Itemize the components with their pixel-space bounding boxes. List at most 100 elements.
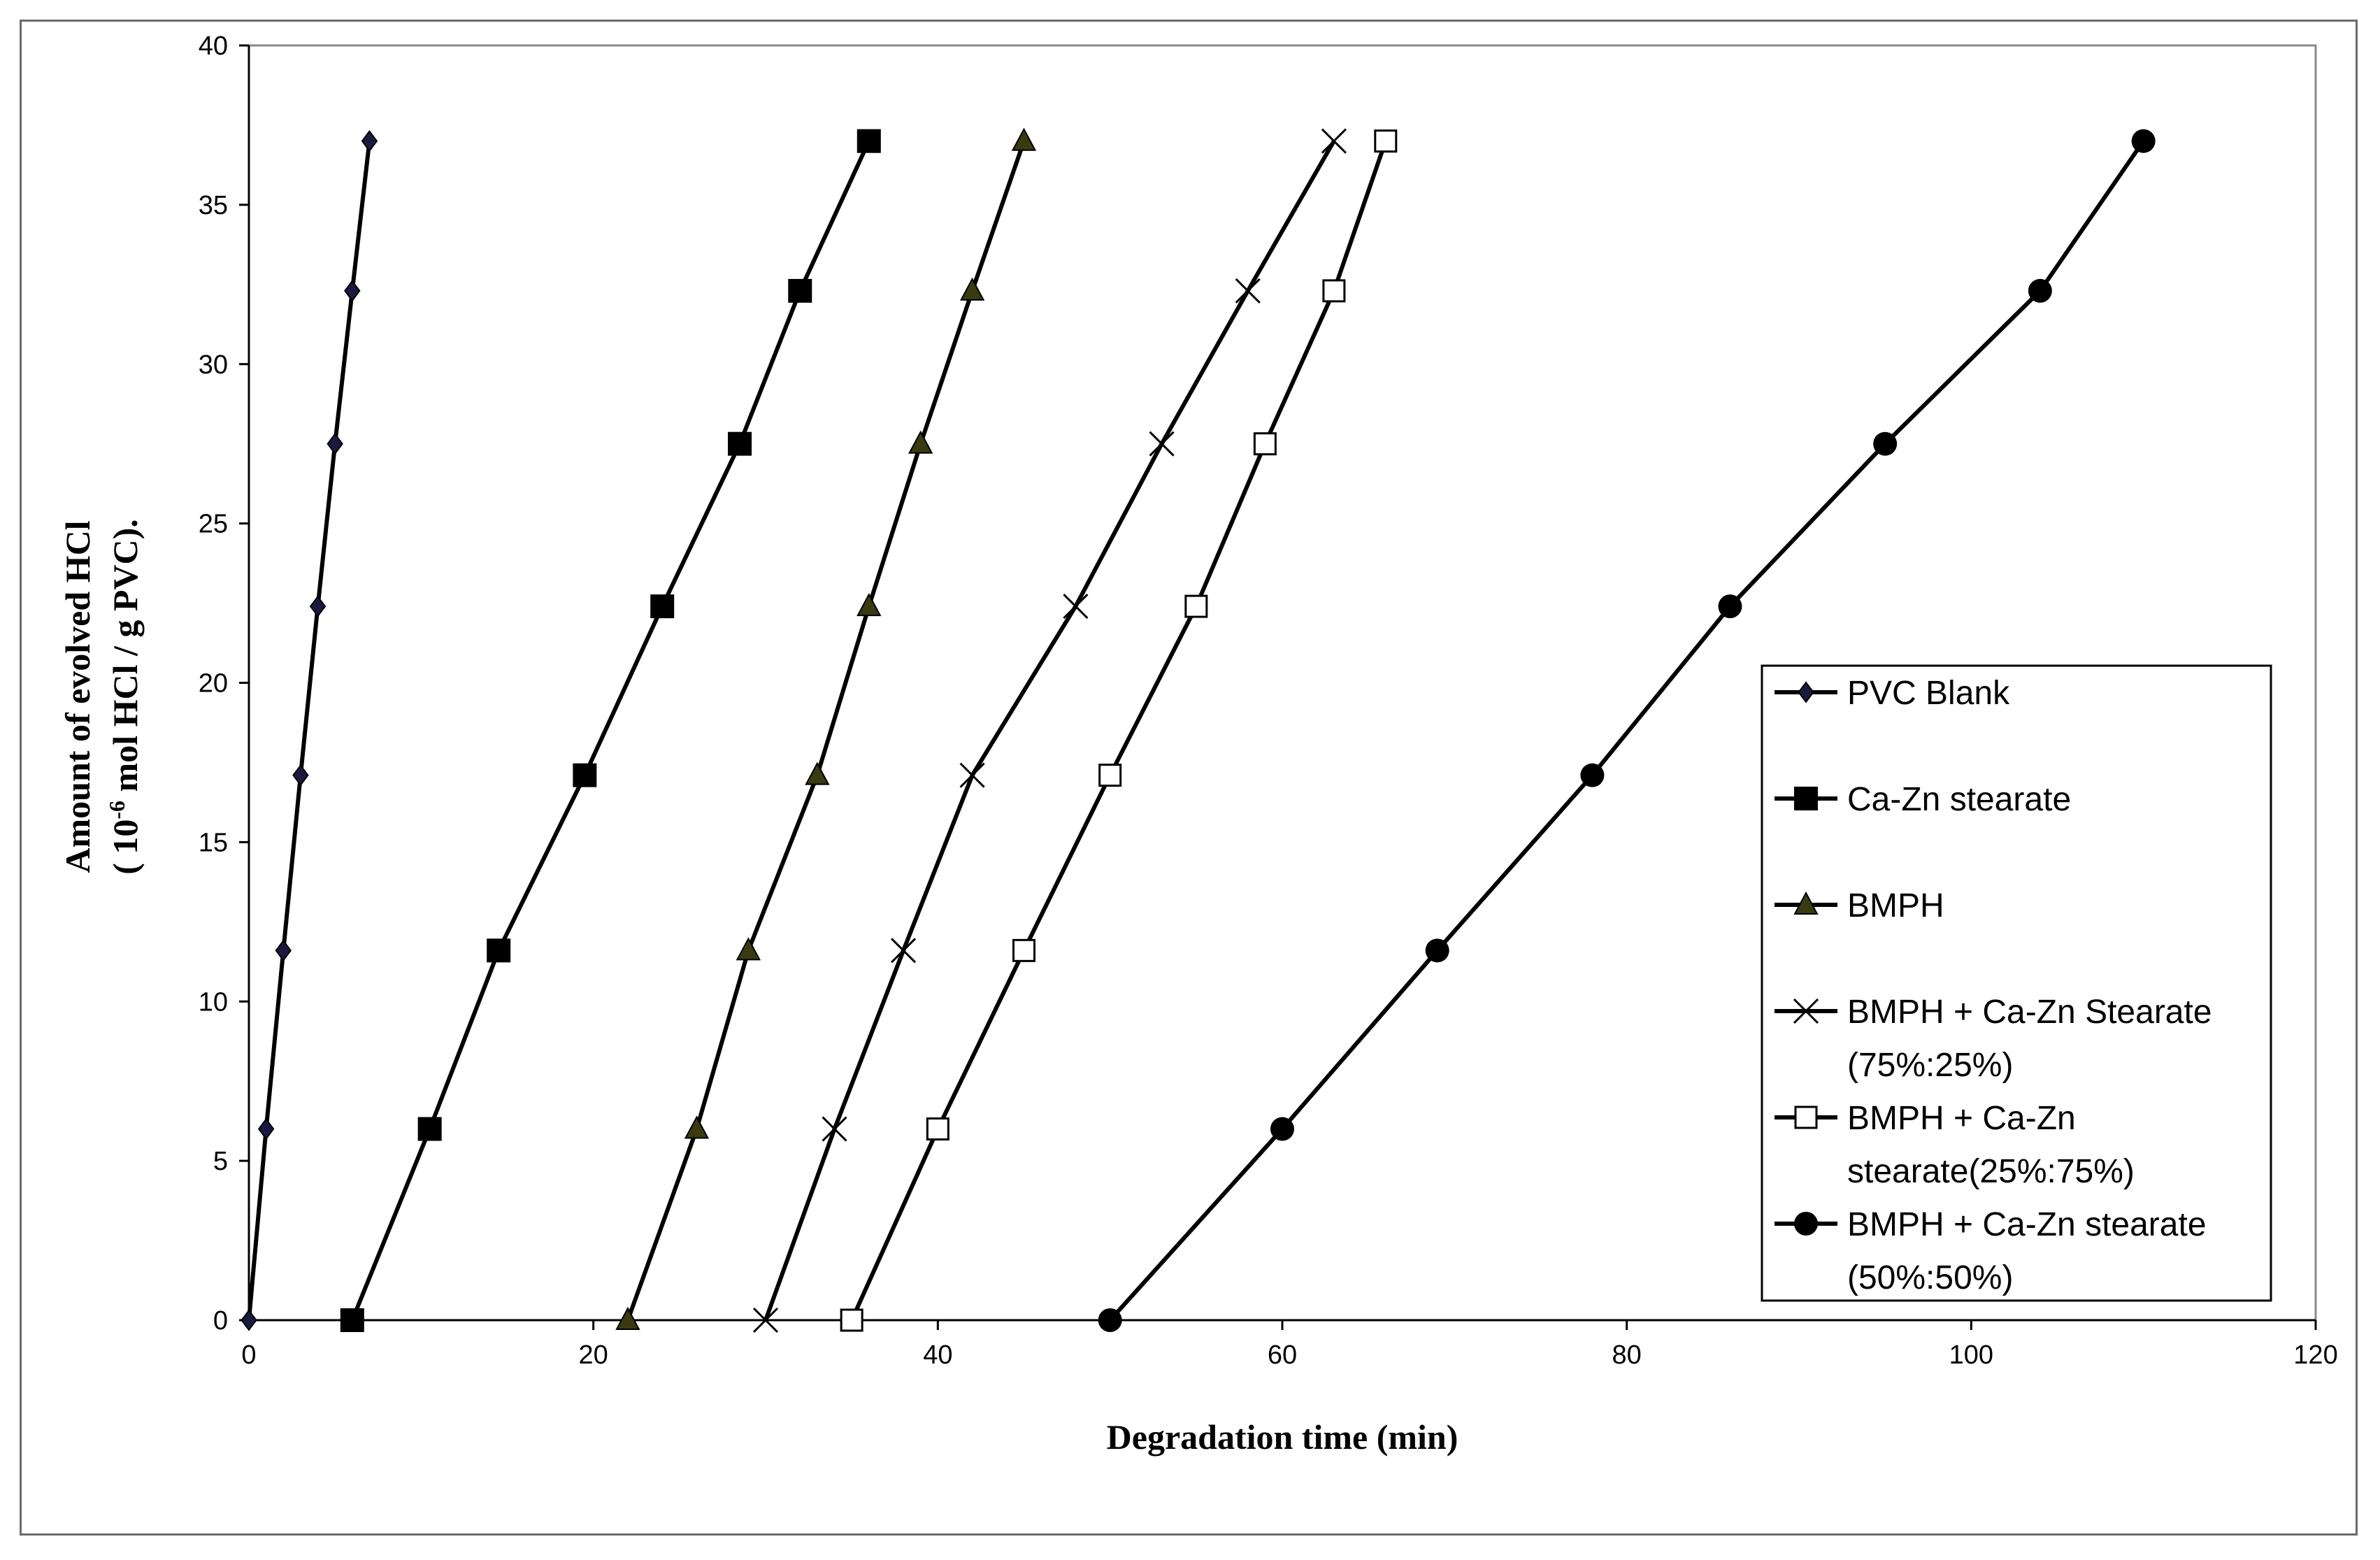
y-axis-title: Amount of evolved HCl ( 10-6 mol HCl / g…: [58, 519, 145, 875]
data-point: [615, 1306, 640, 1330]
data-point: [1718, 594, 1742, 619]
data-point: [1184, 594, 1208, 618]
data-point: [650, 594, 675, 619]
data-point: [788, 278, 812, 303]
y-axis-title-line1: Amount of evolved HCl: [58, 520, 97, 873]
data-point: [1580, 763, 1605, 787]
y-axis-title-unit-sup: -6: [104, 801, 129, 820]
data-point: [959, 762, 985, 788]
y-axis-title-unit-post: mol HCl / g PVC).: [106, 519, 145, 801]
legend-swatch-marker: [1798, 681, 1814, 703]
x-tick-label: 80: [1612, 1340, 1642, 1370]
x-marker-stroke: [1793, 998, 1819, 1024]
data-point: [822, 1116, 847, 1142]
x-tick-label: 0: [241, 1340, 256, 1370]
data-point: [959, 277, 985, 301]
x-marker-stroke: [822, 1116, 847, 1142]
data-point: [736, 937, 761, 961]
legend-item: BMPH + Ca-Zn stearate(25%:75%): [1775, 1100, 2135, 1190]
data-point: [344, 280, 361, 302]
data-point: [340, 1308, 364, 1332]
legend-swatch-marker: [1793, 998, 1819, 1024]
legend-label-line2: (75%:25%): [1847, 1047, 2013, 1084]
y-axis-title-unit-pre: ( 10: [106, 820, 145, 875]
legend-item: PVC Blank: [1775, 675, 2010, 712]
x-marker-stroke: [1321, 128, 1347, 154]
y-tick-label: 20: [199, 669, 228, 699]
y-tick-label: 35: [199, 191, 228, 220]
legend-label: BMPH + Ca-Zn Stearate: [1847, 994, 2212, 1031]
x-axis-title: Degradation time (min): [1107, 1417, 1458, 1457]
legend-label: BMPH: [1847, 887, 1944, 924]
legend-label: Ca-Zn stearate: [1847, 781, 2071, 818]
data-point: [417, 1117, 442, 1141]
legend-item: BMPH + Ca-Zn stearate (50%:50%): [1775, 1206, 2207, 1296]
series-line: [850, 140, 1388, 1322]
legend-swatch-marker: [1794, 1105, 1818, 1129]
data-point: [487, 938, 511, 963]
x-marker-stroke: [1235, 278, 1261, 303]
x-tick-label: 120: [2293, 1340, 2337, 1370]
data-point: [1149, 431, 1175, 457]
y-ticks: 0 5 10 15 20 25 30 35 40: [199, 31, 249, 1336]
x-marker-stroke: [1063, 594, 1089, 620]
data-point: [805, 761, 830, 785]
data-point: [908, 430, 933, 454]
y-tick-label: 15: [199, 828, 228, 857]
data-point: [1098, 1308, 1122, 1332]
data-point: [891, 938, 917, 964]
data-point: [856, 129, 881, 153]
series-line: [1108, 140, 2146, 1322]
data-point: [573, 763, 597, 787]
legend-label: PVC Blank: [1847, 675, 2010, 712]
data-point: [684, 1115, 710, 1139]
series-5: [840, 129, 1398, 1332]
data-point: [1011, 127, 1037, 151]
data-point: [1098, 764, 1122, 787]
data-point: [275, 939, 292, 961]
data-point: [1873, 431, 1898, 456]
data-point: [2131, 129, 2156, 153]
data-point: [361, 130, 378, 152]
data-point: [1012, 938, 1035, 962]
data-point: [752, 1307, 779, 1333]
series-6: [1098, 129, 2156, 1332]
data-point: [241, 1309, 257, 1331]
data-point: [1270, 1117, 1294, 1141]
series-2: [340, 129, 881, 1332]
data-point: [856, 592, 882, 617]
legend-label: BMPH + Ca-Zn: [1847, 1100, 2076, 1137]
series-group: [241, 127, 2156, 1333]
data-point: [1321, 128, 1347, 154]
data-point: [257, 1117, 275, 1140]
legend-label-line2: stearate(25%:75%): [1847, 1153, 2135, 1190]
x-tick-label: 60: [1268, 1340, 1297, 1370]
data-point: [1322, 279, 1346, 303]
series-line: [247, 141, 372, 1321]
data-point: [926, 1117, 949, 1141]
legend-swatch-marker: [1794, 787, 1818, 810]
legend-label-line2: (50%:50%): [1847, 1259, 2013, 1296]
data-point: [1063, 594, 1089, 620]
x-tick-label: 100: [1949, 1340, 1993, 1370]
y-tick-label: 40: [199, 31, 228, 61]
y-tick-label: 30: [199, 350, 228, 380]
data-point: [292, 764, 309, 787]
series-line: [764, 140, 1336, 1322]
y-tick-label: 5: [213, 1147, 228, 1176]
legend-box: [1761, 664, 2272, 1302]
legend-item: Ca-Zn stearate: [1775, 781, 2071, 818]
legend-item: BMPH: [1775, 887, 1944, 924]
x-marker-stroke: [891, 938, 917, 964]
data-point: [728, 431, 752, 456]
x-marker-stroke: [959, 762, 985, 788]
y-axis-title-line2: ( 10-6 mol HCl / g PVC).: [104, 519, 145, 875]
x-marker-stroke: [752, 1307, 779, 1333]
y-tick-label: 25: [199, 510, 228, 539]
x-marker-stroke: [1149, 431, 1175, 457]
series-4: [752, 128, 1347, 1333]
series-3: [615, 127, 1037, 1330]
series-line: [350, 140, 871, 1322]
legend-swatch-marker: [1793, 891, 1819, 915]
